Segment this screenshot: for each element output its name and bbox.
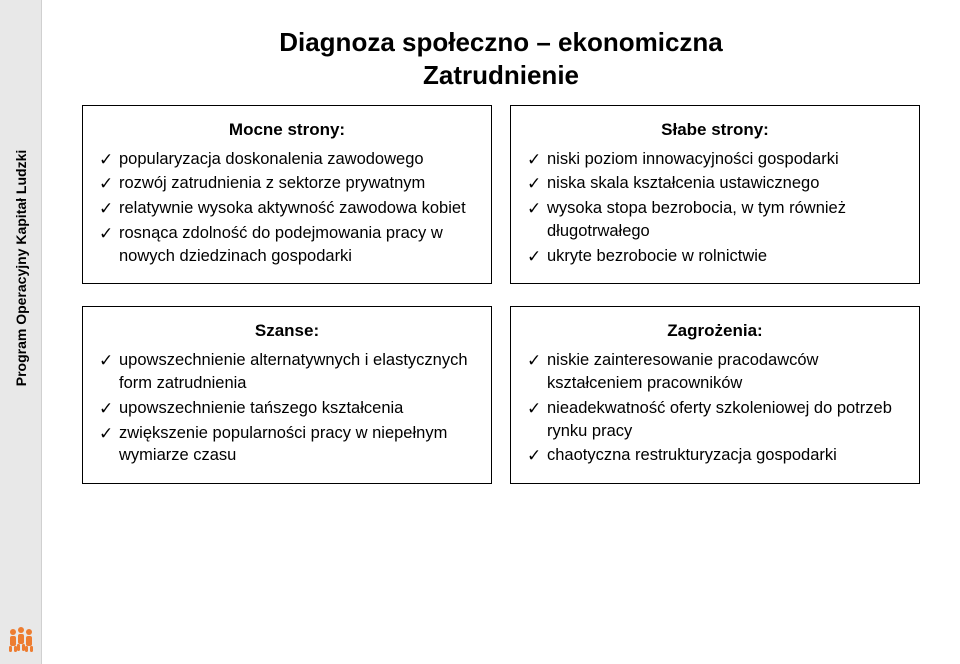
strengths-box: Mocne strony: popularyzacja doskonalenia… <box>82 105 492 285</box>
page-title: Diagnoza społeczno – ekonomiczna Zatrudn… <box>82 26 920 93</box>
list-item: nieadekwatność oferty szkoleniowej do po… <box>527 397 907 443</box>
weaknesses-list: niski poziom innowacyjności gospodarki n… <box>523 148 907 268</box>
sidebar: Program Operacyjny Kapitał Ludzki <box>0 0 42 664</box>
threats-heading: Zagrożenia: <box>523 321 907 341</box>
content-area: Diagnoza społeczno – ekonomiczna Zatrudn… <box>42 0 960 664</box>
list-item: relatywnie wysoka aktywność zawodowa kob… <box>99 197 479 220</box>
weaknesses-box: Słabe strony: niski poziom innowacyjnośc… <box>510 105 920 285</box>
list-item: chaotyczna restrukturyzacja gospodarki <box>527 444 907 467</box>
strengths-list: popularyzacja doskonalenia zawodowego ro… <box>95 148 479 268</box>
list-item: rosnąca zdolność do podejmowania pracy w… <box>99 222 479 268</box>
list-item: wysoka stopa bezrobocia, w tym również d… <box>527 197 907 243</box>
strengths-heading: Mocne strony: <box>95 120 479 140</box>
opportunities-heading: Szanse: <box>95 321 479 341</box>
threats-box: Zagrożenia: niskie zainteresowanie praco… <box>510 306 920 484</box>
list-item: upowszechnienie tańszego kształcenia <box>99 397 479 420</box>
program-label: Program Operacyjny Kapitał Ludzki <box>13 150 29 387</box>
opportunities-list: upowszechnienie alternatywnych i elastyc… <box>95 349 479 467</box>
threats-list: niskie zainteresowanie pracodawców kszta… <box>523 349 907 467</box>
list-item: ukryte bezrobocie w rolnictwie <box>527 245 907 268</box>
title-line-1: Diagnoza społeczno – ekonomiczna <box>82 26 920 59</box>
opportunities-box: Szanse: upowszechnienie alternatywnych i… <box>82 306 492 484</box>
list-item: zwiększenie popularności pracy w niepełn… <box>99 422 479 468</box>
list-item: rozwój zatrudnienia z sektorze prywatnym <box>99 172 479 195</box>
list-item: niskie zainteresowanie pracodawców kszta… <box>527 349 907 395</box>
page: Program Operacyjny Kapitał Ludzki Diag <box>0 0 960 664</box>
list-item: niski poziom innowacyjności gospodarki <box>527 148 907 171</box>
title-line-2: Zatrudnienie <box>82 59 920 92</box>
program-logo-icon <box>6 624 36 654</box>
list-item: niska skala kształcenia ustawicznego <box>527 172 907 195</box>
weaknesses-heading: Słabe strony: <box>523 120 907 140</box>
list-item: upowszechnienie alternatywnych i elastyc… <box>99 349 479 395</box>
swot-grid: Mocne strony: popularyzacja doskonalenia… <box>82 105 920 485</box>
list-item: popularyzacja doskonalenia zawodowego <box>99 148 479 171</box>
